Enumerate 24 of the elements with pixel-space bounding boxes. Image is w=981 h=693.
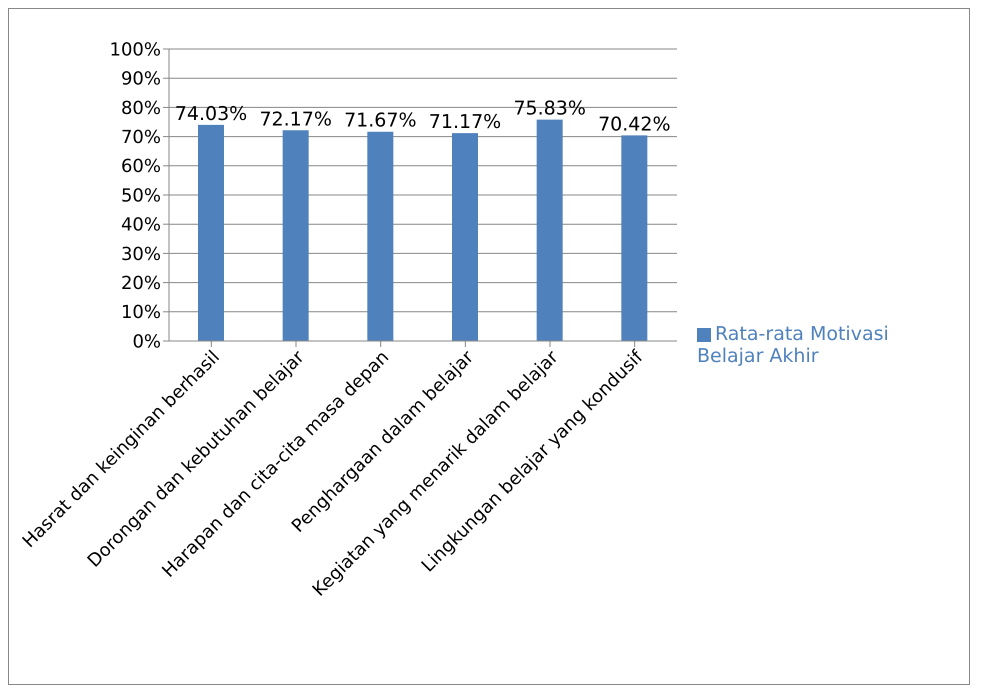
- bar: [536, 120, 563, 341]
- y-tick-label: 10%: [120, 302, 161, 324]
- data-label: 70.42%: [598, 113, 671, 136]
- bar: [621, 135, 648, 341]
- data-label: 75.83%: [513, 98, 586, 120]
- y-tick-label: 40%: [120, 214, 161, 236]
- y-tick-label: 30%: [120, 244, 161, 265]
- legend-label: Rata-rata Motivasi Belajar Akhir: [697, 323, 889, 367]
- bar: [198, 124, 224, 341]
- y-tick-label: 20%: [120, 272, 161, 294]
- bar: [367, 132, 394, 341]
- data-label: 71.67%: [344, 110, 417, 132]
- y-tick-label: 60%: [120, 156, 161, 178]
- data-label: 71.17%: [428, 111, 502, 134]
- y-tick-label: 50%: [120, 185, 161, 206]
- data-label: 74.03%: [174, 102, 248, 125]
- bar: [452, 133, 478, 341]
- y-tick-label: 80%: [120, 98, 161, 119]
- y-tick-label: 100%: [110, 39, 161, 60]
- y-tick-label: 0%: [132, 331, 161, 352]
- bar: [282, 130, 309, 341]
- y-tick-label: 90%: [120, 68, 161, 90]
- data-label: 72.17%: [259, 108, 332, 130]
- y-tick-label: 70%: [120, 126, 161, 148]
